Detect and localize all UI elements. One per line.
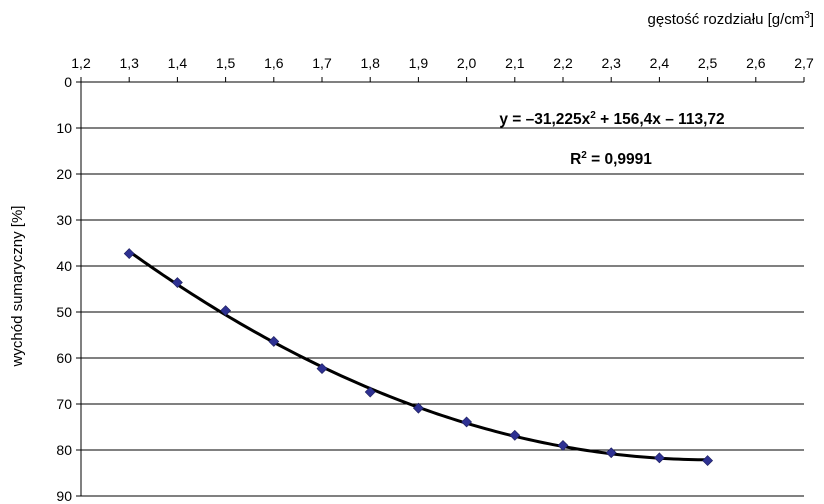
grid-lines [81, 127, 804, 497]
data-point [171, 277, 183, 288]
data-point [412, 402, 424, 414]
x-tick-label: 2,0 [457, 55, 477, 71]
y-tick-labels: 0 10 20 30 40 50 60 70 80 90 [56, 74, 72, 504]
y-tick-label: 90 [56, 488, 72, 504]
data-point [461, 416, 473, 428]
x-tick-label: 1,5 [216, 55, 236, 71]
x-tick-label: 2,7 [794, 55, 814, 71]
x-tick-labels: 1,2 1,3 1,4 1,5 1,6 1,7 1,8 1,9 2,0 2,1 2,2 2,3 2,4 2… [71, 55, 814, 71]
x-tick-label: 1,8 [360, 55, 380, 71]
x-tick-label: 2,6 [746, 55, 766, 71]
y-tick-label: 0 [64, 74, 72, 90]
r-squared-label: R2 = 0,9991 [570, 150, 652, 168]
trendline [128, 250, 708, 462]
y-tick-label: 40 [56, 258, 72, 274]
data-point [123, 248, 135, 260]
data-point [557, 439, 569, 451]
y-axis-title: wychód sumaryczny [%] [9, 206, 26, 368]
y-tick-label: 60 [56, 350, 72, 366]
x-tick-label: 2,3 [601, 55, 621, 71]
data-point [268, 336, 280, 347]
x-tick-label: 1,3 [119, 55, 139, 71]
x-tick-label: 2,2 [553, 55, 573, 71]
x-tick-label: 1,9 [409, 55, 429, 71]
data-point [702, 455, 714, 467]
trend-equation: y = –31,225x2 + 156,4x – 113,72 [499, 110, 724, 128]
data-points [123, 248, 714, 467]
data-point [653, 452, 665, 464]
data-point [509, 429, 521, 441]
x-axis-title: gęstość rozdziału [g/cm3] [648, 10, 814, 28]
data-point [220, 305, 232, 317]
x-tick-label: 2,1 [505, 55, 525, 71]
data-point [316, 363, 328, 375]
axes [76, 77, 805, 497]
trendline-curve [128, 250, 708, 462]
y-tick-label: 30 [56, 212, 72, 228]
x-tick-label: 2,5 [698, 55, 718, 71]
data-point [605, 447, 617, 459]
y-tick-label: 10 [56, 120, 72, 136]
data-point [364, 386, 376, 398]
x-tick-label: 2,4 [650, 55, 670, 71]
x-tick-label: 1,6 [264, 55, 284, 71]
y-tick-label: 80 [56, 442, 72, 458]
y-tick-label: 50 [56, 304, 72, 320]
x-tick-label: 1,2 [71, 55, 91, 71]
x-tick-label: 1,7 [312, 55, 332, 71]
x-tick-label: 1,4 [168, 55, 188, 71]
y-tick-label: 70 [56, 396, 72, 412]
y-tick-label: 20 [56, 166, 72, 182]
